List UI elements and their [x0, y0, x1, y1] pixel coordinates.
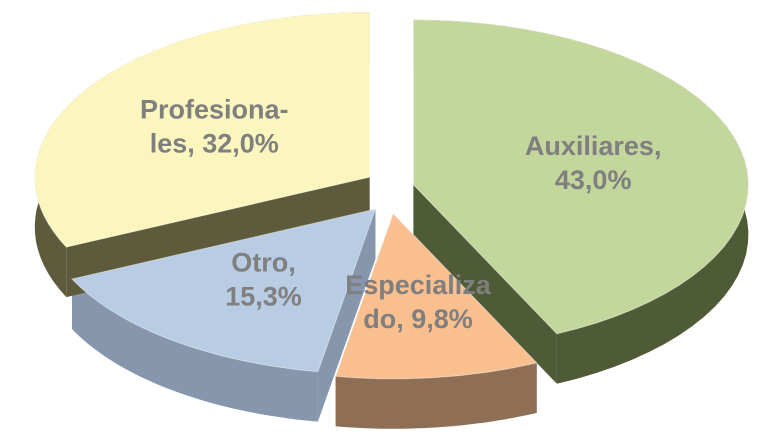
data-label: Otro, [231, 247, 296, 277]
slice-side [413, 184, 557, 384]
data-label: Profesiona- [140, 95, 289, 125]
data-label: 43,0% [555, 165, 632, 195]
data-label: 15,3% [225, 281, 302, 311]
data-label: Auxiliares, [525, 131, 662, 161]
data-label: les, 32,0% [150, 129, 279, 159]
slice [412, 19, 749, 335]
labels: Auxiliares, 43,0% Especializa do, 9,8% Otro,… [140, 95, 661, 334]
slice [335, 212, 538, 380]
data-label: Especializa [345, 270, 492, 300]
data-label: do, 9,8% [363, 304, 473, 334]
slice [71, 208, 377, 373]
slice-wall [72, 279, 318, 422]
slice [34, 11, 371, 248]
slice-wall [335, 362, 537, 429]
tops [34, 11, 749, 380]
